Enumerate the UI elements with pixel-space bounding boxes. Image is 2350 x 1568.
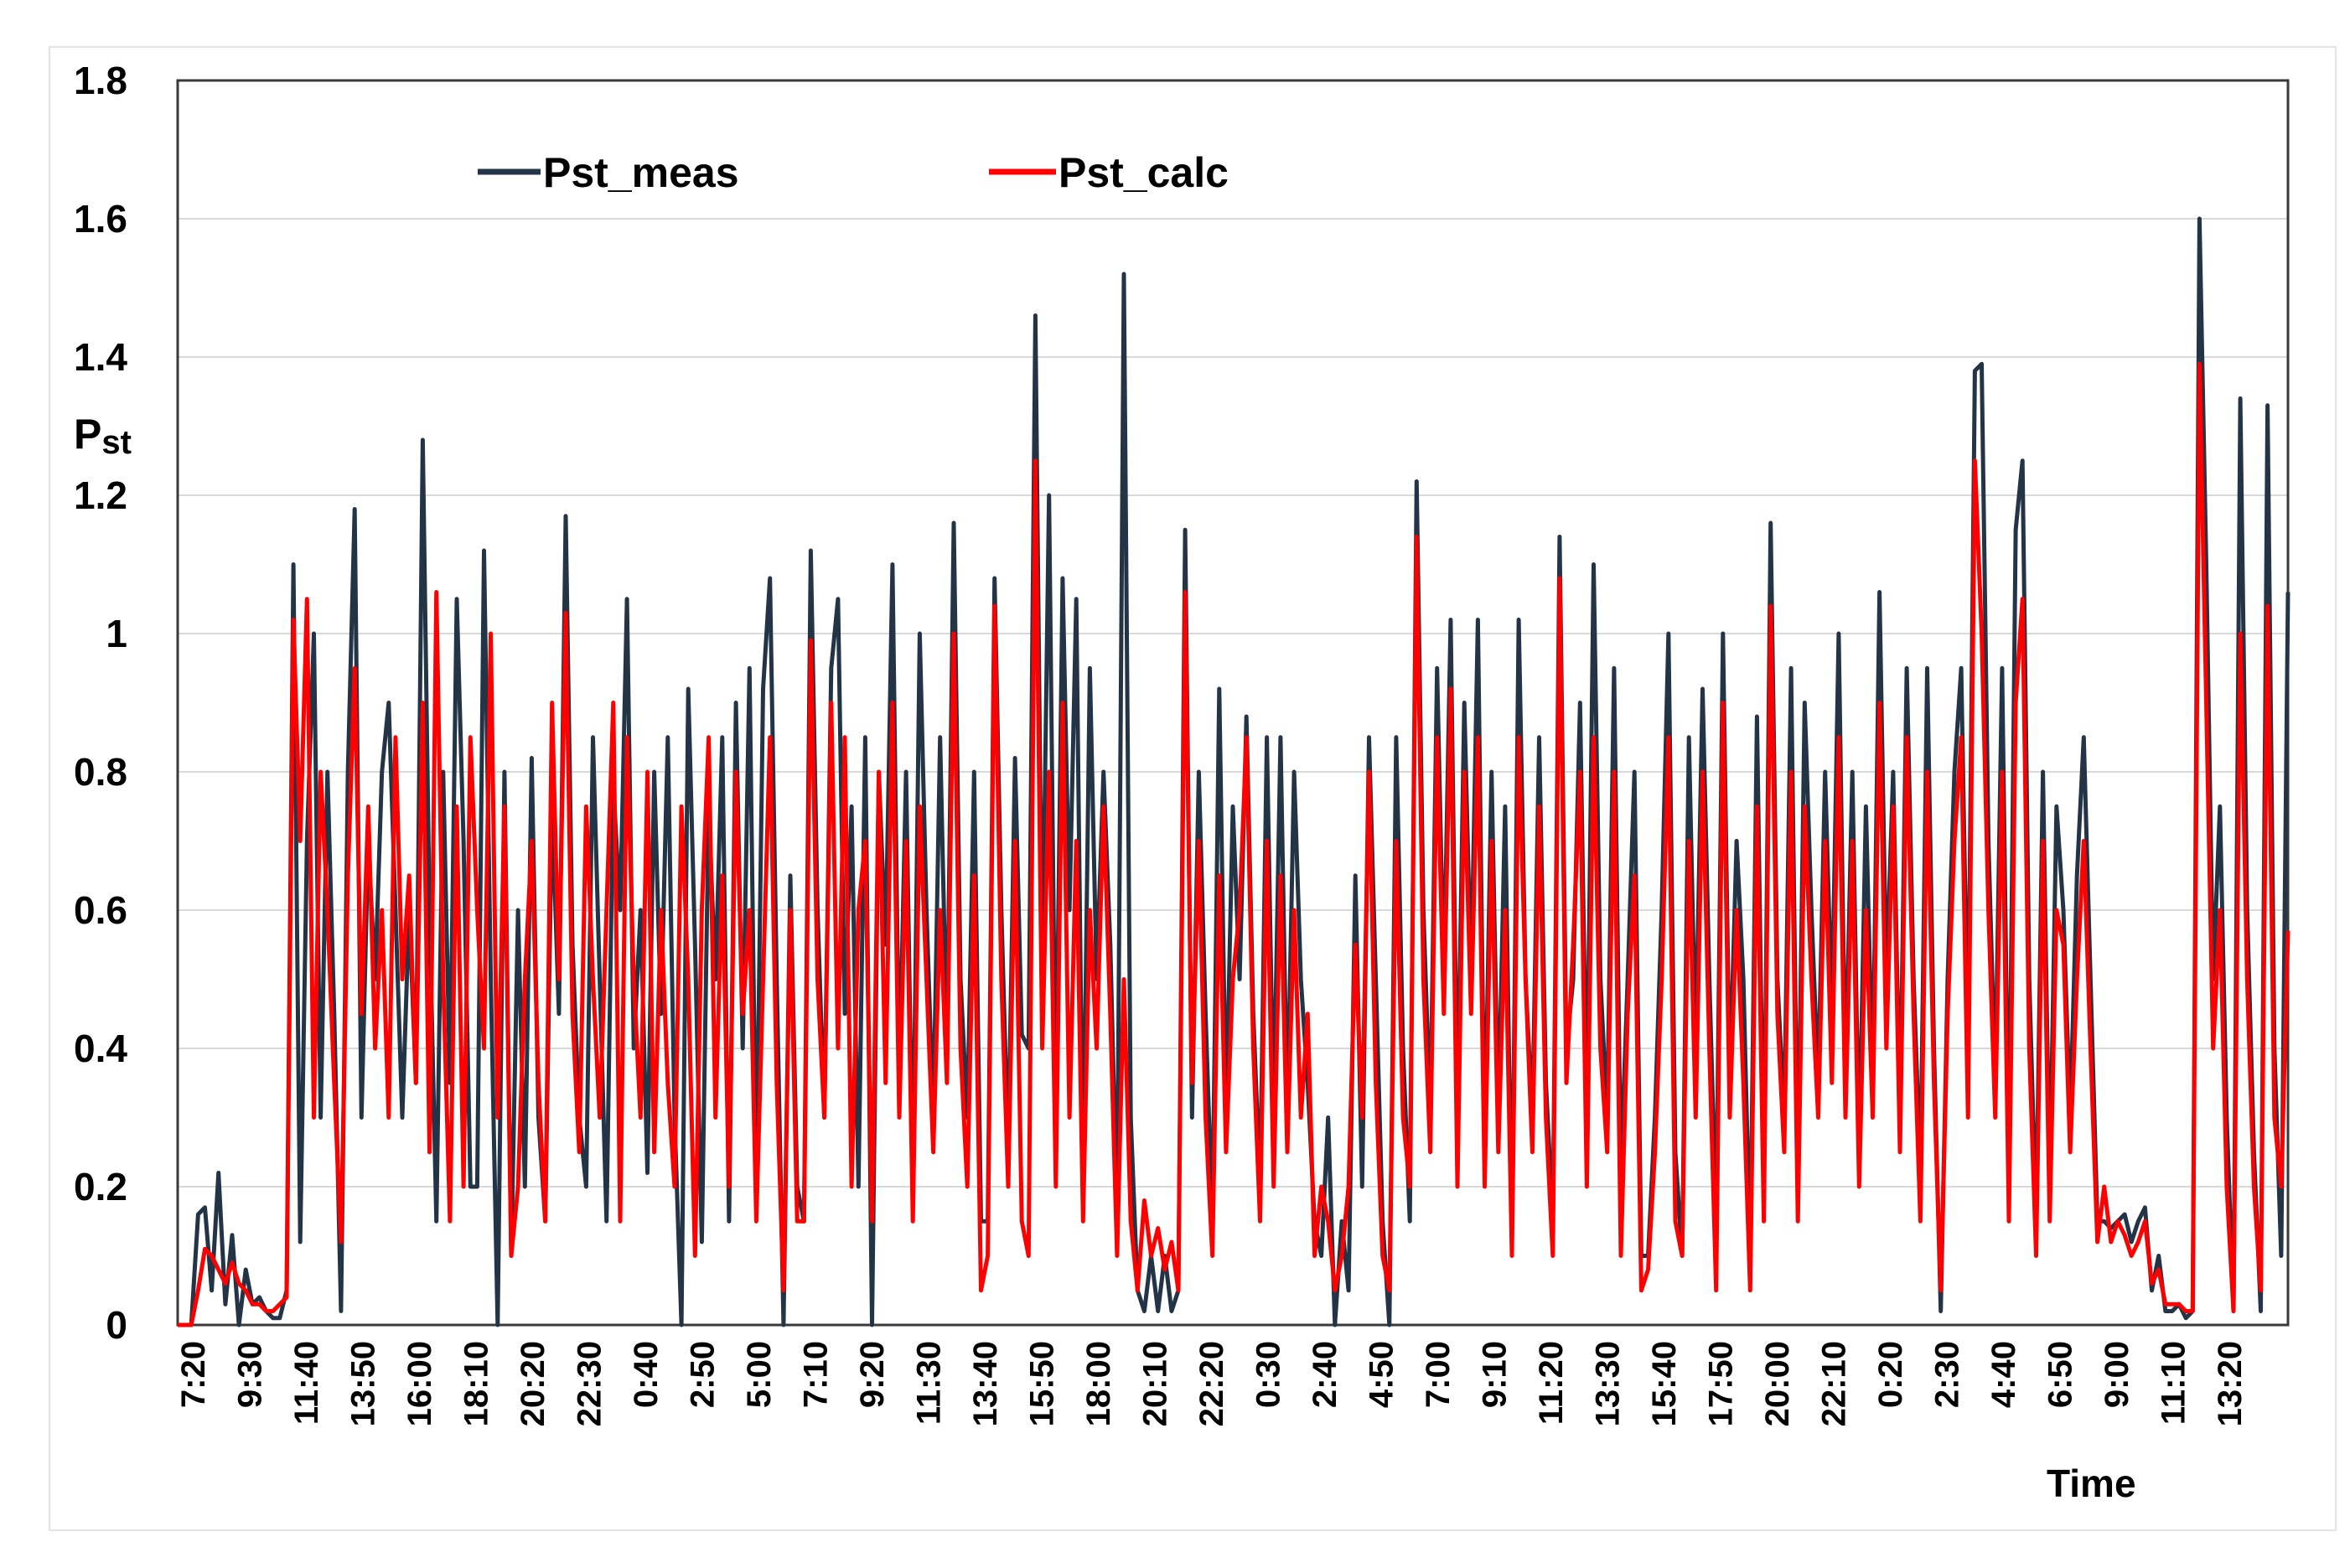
x-tick-label: 11:30 <box>911 1341 948 1425</box>
y-tick-label: 0.8 <box>74 750 127 794</box>
x-tick-label: 13:30 <box>1590 1341 1627 1426</box>
x-tick-label: 11:10 <box>2156 1341 2192 1425</box>
x-tick-label: 7:10 <box>798 1341 835 1408</box>
x-tick-label: 18:10 <box>458 1341 495 1426</box>
x-tick-label: 22:20 <box>1193 1341 1230 1426</box>
y-tick-label: 0.2 <box>74 1165 127 1208</box>
x-tick-label: 0:40 <box>628 1341 665 1408</box>
y-tick-label: 1.8 <box>74 59 127 102</box>
x-tick-label: 0:30 <box>1250 1341 1287 1408</box>
x-axis-label: Time <box>2047 1462 2136 1505</box>
x-tick-label: 7:20 <box>175 1341 212 1408</box>
x-tick-label: 15:40 <box>1646 1341 1683 1426</box>
x-tick-label: 16:00 <box>401 1341 438 1426</box>
series-layer <box>178 216 2290 1327</box>
legend-label-pst-calc: Pst_calc <box>1059 149 1229 196</box>
y-tick-labels: 0 0.2 0.4 0.6 0.8 1 1.2 1.4 1.6 1.8 <box>74 59 127 1347</box>
x-tick-label: 13:50 <box>345 1341 382 1426</box>
y-axis-label: Pst <box>74 411 132 461</box>
x-tick-label: 22:10 <box>1816 1341 1853 1426</box>
x-tick-labels: 7:20 9:30 11:40 13:50 16:00 18:10 20:20 22:30 0:… <box>175 1341 2249 1426</box>
x-tick-label: 9:20 <box>854 1341 891 1408</box>
y-axis-label-main: P <box>74 411 101 458</box>
x-tick-label: 0:20 <box>1872 1341 1909 1408</box>
x-tick-label: 18:00 <box>1080 1341 1117 1426</box>
x-tick-label: 9:10 <box>1477 1341 1514 1408</box>
x-tick-label: 15:50 <box>1024 1341 1061 1426</box>
y-tick-label: 1 <box>106 612 127 655</box>
x-tick-label: 2:30 <box>1929 1341 1966 1408</box>
x-tick-label: 9:30 <box>232 1341 269 1408</box>
y-tick-label: 0.4 <box>74 1027 127 1070</box>
x-tick-label: 5:00 <box>741 1341 778 1408</box>
legend-label-pst-meas: Pst_meas <box>543 149 739 196</box>
series-line-pst-calc <box>178 361 2290 1327</box>
x-tick-label: 20:10 <box>1137 1341 1174 1426</box>
x-tick-label: 4:50 <box>1364 1341 1400 1408</box>
x-tick-label: 7:00 <box>1420 1341 1457 1408</box>
x-tick-label: 2:40 <box>1307 1341 1343 1408</box>
y-tick-label: 0 <box>106 1303 127 1347</box>
x-tick-label: 17:50 <box>1703 1341 1740 1426</box>
x-tick-label: 13:40 <box>967 1341 1004 1426</box>
x-tick-label: 22:30 <box>572 1341 608 1426</box>
x-tick-label: 6:50 <box>2042 1341 2079 1408</box>
x-tick-label: 20:20 <box>515 1341 551 1426</box>
y-tick-label: 1.2 <box>74 474 127 517</box>
x-tick-label: 13:20 <box>2212 1341 2249 1426</box>
y-axis-label-sub: st <box>101 424 132 461</box>
y-tick-label: 1.4 <box>74 335 127 379</box>
x-tick-label: 2:50 <box>685 1341 722 1408</box>
x-tick-label: 11:40 <box>288 1341 325 1425</box>
x-tick-label: 20:00 <box>1759 1341 1796 1426</box>
legend: Pst_meas Pst_calc <box>478 149 1229 196</box>
x-tick-label: 4:40 <box>1985 1341 2022 1408</box>
x-tick-label: 9:00 <box>2099 1341 2135 1408</box>
x-tick-label: 11:20 <box>1533 1341 1570 1425</box>
y-tick-label: 0.6 <box>74 888 127 932</box>
y-tick-label: 1.6 <box>74 197 127 241</box>
